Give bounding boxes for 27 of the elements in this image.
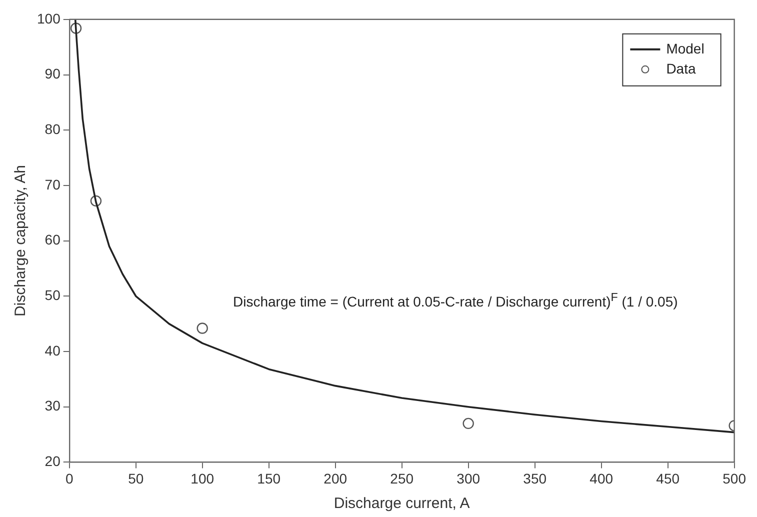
x-axis-title: Discharge current, A [334,495,470,512]
y-tick-label: 70 [44,176,61,192]
x-tick-label: 350 [523,470,547,486]
legend-label: Data [666,60,696,76]
y-tick-label: 40 [44,342,61,358]
y-tick-label: 80 [44,120,61,137]
annotation: Discharge time = (Current at 0.05-C-rate / Discharge current)$^{F}$ (1 / 0.05) [233,291,678,310]
y-tick-label: 100 [37,10,61,26]
point [196,322,208,334]
y-tick-label: 90 [44,66,61,82]
y-axis-title: Discharge capacity, Ah [12,165,30,317]
x-tick-label: 500 [722,470,746,486]
x-tick-label: 150 [257,470,281,486]
x-tick-label: 450 [656,470,680,486]
x-tick-label: 0 [65,470,74,486]
y-tick-label: 30 [44,398,61,414]
legend-label: Model [666,40,704,56]
x-tick-label: 250 [390,470,414,486]
x-tick-label: 100 [190,470,214,486]
y-tick-label: 50 [44,287,61,304]
x-tick-label: 50 [128,470,144,486]
point [462,418,474,430]
x-tick-label: 200 [324,470,348,486]
x-tick-label: 400 [590,470,614,486]
x-tick-label: 300 [456,470,480,486]
y-tick-label: 60 [44,232,61,248]
y-tick-label: 20 [44,453,61,470]
